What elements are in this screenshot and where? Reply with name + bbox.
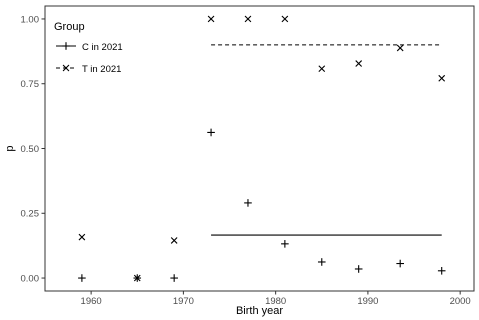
- point-t-2021-7-d2: [355, 60, 363, 67]
- legend-key-marker-1-d2: [62, 64, 70, 72]
- point-c-2021-3: [207, 128, 215, 137]
- point-t-2021-6: [318, 65, 326, 73]
- x-tick-label-1990: 1990: [357, 296, 378, 307]
- point-t-2021-4: [244, 15, 252, 23]
- plot-panel: [44, 5, 475, 292]
- x-tick-label-1960: 1960: [81, 296, 102, 307]
- legend-key-marker-0: [62, 42, 70, 50]
- data-points: [78, 15, 446, 282]
- point-t-2021-5: [281, 15, 289, 23]
- x-tick-label-1970: 1970: [173, 296, 194, 307]
- y-axis: 0.00 0.25 0.50 0.75 1.00: [21, 14, 45, 284]
- y-tick-label-0: 0.00: [21, 273, 40, 284]
- y-tick-label-3: 0.75: [21, 79, 40, 90]
- point-t-2021-8-d2: [396, 44, 404, 52]
- point-t-2021-9-d2: [438, 74, 446, 82]
- point-t-2021-6-d2: [318, 65, 326, 73]
- point-c-2021-0: [78, 274, 86, 282]
- x-axis: 1960 1970 1980 1990 2000: [81, 291, 471, 307]
- point-t-2021-2: [170, 237, 178, 244]
- point-c-2021-7: [354, 265, 363, 273]
- x-axis-title: Birth year: [236, 305, 283, 317]
- point-t-2021-3: [207, 15, 215, 23]
- x-tick-label-2000: 2000: [450, 296, 471, 307]
- point-c-2021-5: [281, 240, 289, 248]
- point-c-2021-4: [244, 199, 252, 207]
- x-tick-label-1980: 1980: [265, 296, 286, 307]
- point-t-2021-7: [355, 60, 363, 67]
- point-t-2021-9: [438, 74, 446, 82]
- legend: Group C in 2021 T in 2021: [54, 21, 123, 75]
- point-t-2021-2-d2: [170, 237, 178, 244]
- reference-lines: [211, 44, 442, 236]
- point-c-2021-8: [396, 259, 404, 268]
- point-t-2021-0: [78, 233, 86, 241]
- legend-label-t-2021: T in 2021: [82, 64, 121, 75]
- point-t-2021-0-d2: [78, 233, 86, 241]
- point-t-2021-5-d2: [281, 15, 289, 23]
- point-t-2021-1: [133, 274, 141, 282]
- legend-keys: [56, 42, 76, 72]
- y-tick-label-1: 0.25: [21, 209, 40, 220]
- legend-key-marker-1: [62, 64, 70, 72]
- legend-title: Group: [54, 21, 85, 33]
- point-c-2021-6: [317, 258, 326, 266]
- point-c-2021-2: [170, 274, 178, 282]
- legend-label-c-2021: C in 2021: [82, 42, 123, 53]
- point-t-2021-3-d2: [207, 15, 215, 23]
- y-tick-label-4: 1.00: [21, 14, 40, 25]
- point-t-2021-8: [396, 44, 404, 52]
- y-axis-title: p: [4, 145, 16, 151]
- y-tick-label-2: 0.50: [21, 144, 40, 155]
- point-t-2021-4-d2: [244, 15, 252, 23]
- point-c-2021-9: [437, 266, 446, 275]
- point-t-2021-1-d2: [133, 274, 141, 282]
